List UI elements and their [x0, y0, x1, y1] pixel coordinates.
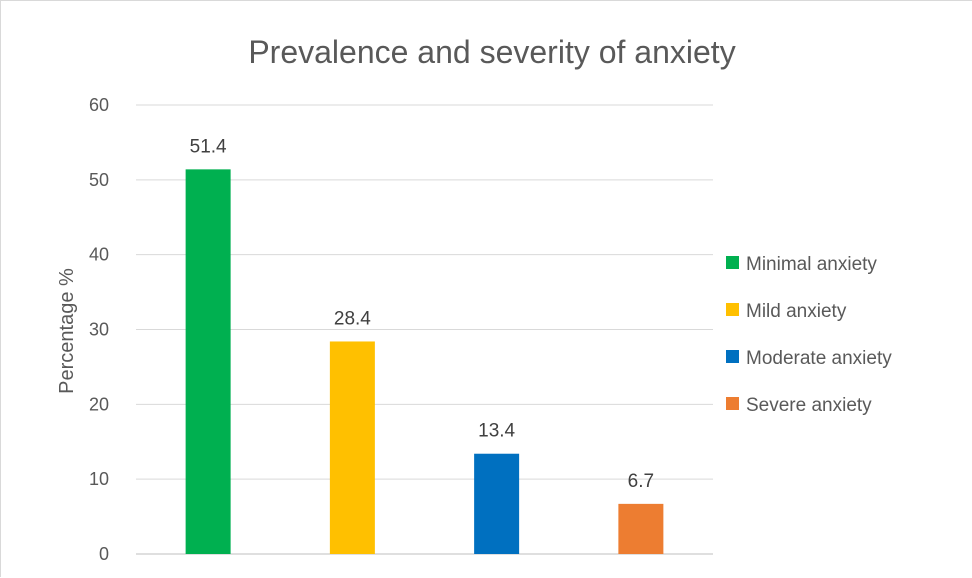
- legend-swatch: [726, 350, 739, 363]
- data-label: 6.7: [628, 471, 654, 492]
- y-axis-label: Percentage %: [56, 268, 78, 394]
- legend-swatch: [726, 303, 739, 316]
- data-label: 28.4: [334, 308, 371, 329]
- bar-moderate-anxiety: [474, 453, 520, 554]
- bar-mild-anxiety: [329, 341, 375, 554]
- gridlines: [136, 104, 713, 555]
- y-tick-label: 20: [89, 394, 109, 414]
- legend-label: Moderate anxiety: [746, 348, 892, 369]
- legend: Minimal anxiety Mild anxiety Moderate anxi…: [726, 254, 892, 416]
- legend-swatch: [726, 256, 739, 269]
- data-label: 13.4: [478, 421, 515, 442]
- bar-severe-anxiety: [618, 503, 664, 554]
- y-tick-label: 10: [89, 469, 109, 489]
- legend-item-minimal-anxiety: Minimal anxiety: [726, 254, 877, 275]
- legend-swatch: [726, 397, 739, 410]
- legend-label: Severe anxiety: [746, 395, 872, 416]
- y-tick-label: 50: [89, 170, 109, 190]
- y-tick-label: 30: [89, 320, 109, 340]
- legend-label: Mild anxiety: [746, 301, 847, 322]
- bars: [185, 169, 664, 554]
- legend-item-mild-anxiety: Mild anxiety: [726, 301, 847, 322]
- legend-item-severe-anxiety: Severe anxiety: [726, 395, 872, 416]
- data-label: 51.4: [190, 136, 227, 157]
- bar-minimal-anxiety: [185, 169, 231, 554]
- y-tick-label: 40: [89, 245, 109, 265]
- legend-label: Minimal anxiety: [746, 254, 877, 275]
- legend-item-moderate-anxiety: Moderate anxiety: [726, 348, 892, 369]
- chart-title: Prevalence and severity of anxiety: [248, 34, 735, 70]
- data-labels: 51.4 28.4 13.4 6.7: [190, 136, 654, 492]
- y-tick-label: 60: [89, 95, 109, 115]
- y-axis-ticks: 0 10 20 30 40 50 60: [89, 95, 109, 564]
- y-tick-label: 0: [99, 544, 109, 564]
